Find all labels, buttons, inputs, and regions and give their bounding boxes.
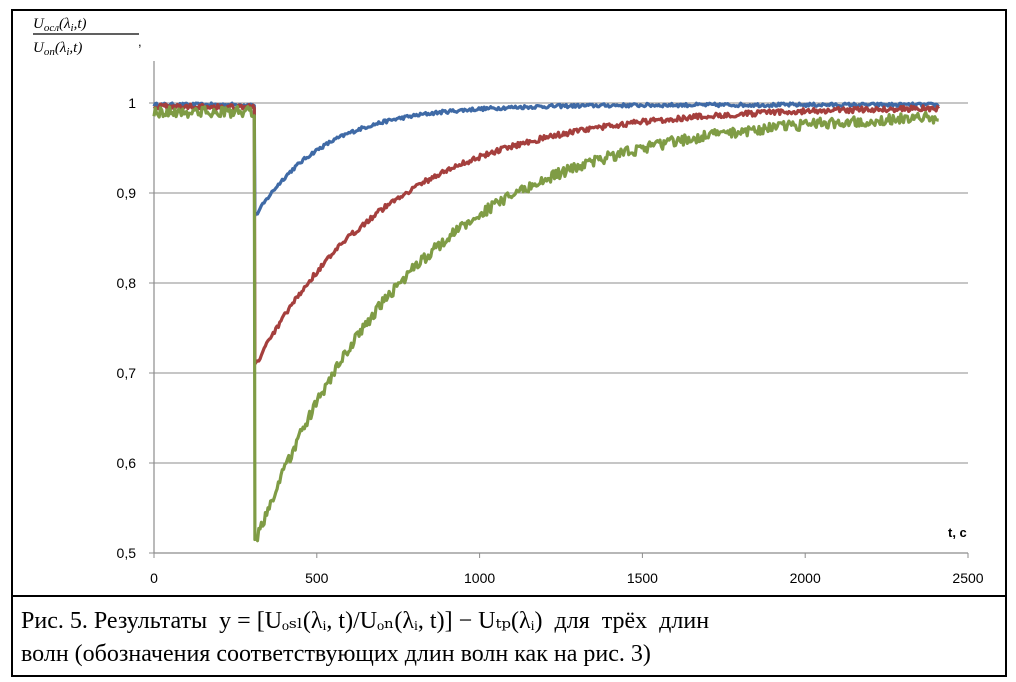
caption-line-2: волн (обозначения соответствующих длин в… xyxy=(21,641,651,667)
y-tick-label: 0,7 xyxy=(117,365,137,381)
svg-text:Uосл(λi,t): Uосл(λi,t) xyxy=(33,16,87,34)
ylabel-den-args: (λ xyxy=(55,40,67,56)
series-line-2 xyxy=(152,102,940,366)
ylabel-den-args-end: ,t) xyxy=(69,40,82,56)
x-tick-label: 1000 xyxy=(464,570,495,586)
ylabel-num-main: U xyxy=(33,16,45,32)
x-tick-labels: 0 500 1000 1500 2000 2500 xyxy=(150,570,984,586)
axes xyxy=(149,61,969,558)
x-tick-label: 0 xyxy=(150,570,158,586)
x-tick-label: 2500 xyxy=(952,570,983,586)
figure-caption: Рис. 5. Результаты y = [Uₒₛₗ(λᵢ, t)/Uₒₙ(… xyxy=(11,595,1007,677)
y-tick-label: 1 xyxy=(128,95,136,111)
y-axis-label: Uосл(λi,t) Uоп(λi,t) , xyxy=(33,16,142,58)
y-tick-label: 0,6 xyxy=(117,455,137,471)
ylabel-punct: , xyxy=(138,34,142,49)
caption-line-1: Рис. 5. Результаты y = [Uₒₛₗ(λᵢ, t)/Uₒₙ(… xyxy=(21,608,710,634)
series-lines xyxy=(152,101,940,543)
x-tick-label: 1500 xyxy=(627,570,658,586)
y-tick-label: 0,8 xyxy=(117,275,137,291)
x-tick-label: 2000 xyxy=(790,570,821,586)
line-chart: Uосл(λi,t) Uоп(λi,t) , 0,50,60,70,80,91 … xyxy=(33,16,984,586)
y-tick-label: 0,9 xyxy=(117,185,137,201)
series-line-1 xyxy=(152,101,940,218)
y-tick-labels: 0,5 0,6 0,7 0,8 0,9 1 xyxy=(117,95,137,561)
ylabel-den-main: U xyxy=(33,40,45,56)
ylabel-num-args-end: ,t) xyxy=(74,16,87,32)
ylabel-num-args: (λ xyxy=(59,16,71,32)
chart-frame: Uосл(λi,t) Uоп(λi,t) , 0,5 0,6 0,7 0,8 0,9 1 … xyxy=(11,9,1007,597)
y-tick-label: 0,5 xyxy=(117,545,137,561)
svg-text:Uоп(λi,t): Uоп(λi,t) xyxy=(33,40,82,58)
ylabel-den-args-sub: i xyxy=(66,46,69,58)
ylabel-num-args-sub: i xyxy=(71,22,74,34)
x-axis-label: t, c xyxy=(948,525,967,540)
ylabel-den-sub: оп xyxy=(44,46,56,58)
ylabel-num-sub: осл xyxy=(44,22,59,34)
x-tick-label: 500 xyxy=(305,570,329,586)
grid xyxy=(154,102,968,464)
series-line-3 xyxy=(152,105,939,543)
